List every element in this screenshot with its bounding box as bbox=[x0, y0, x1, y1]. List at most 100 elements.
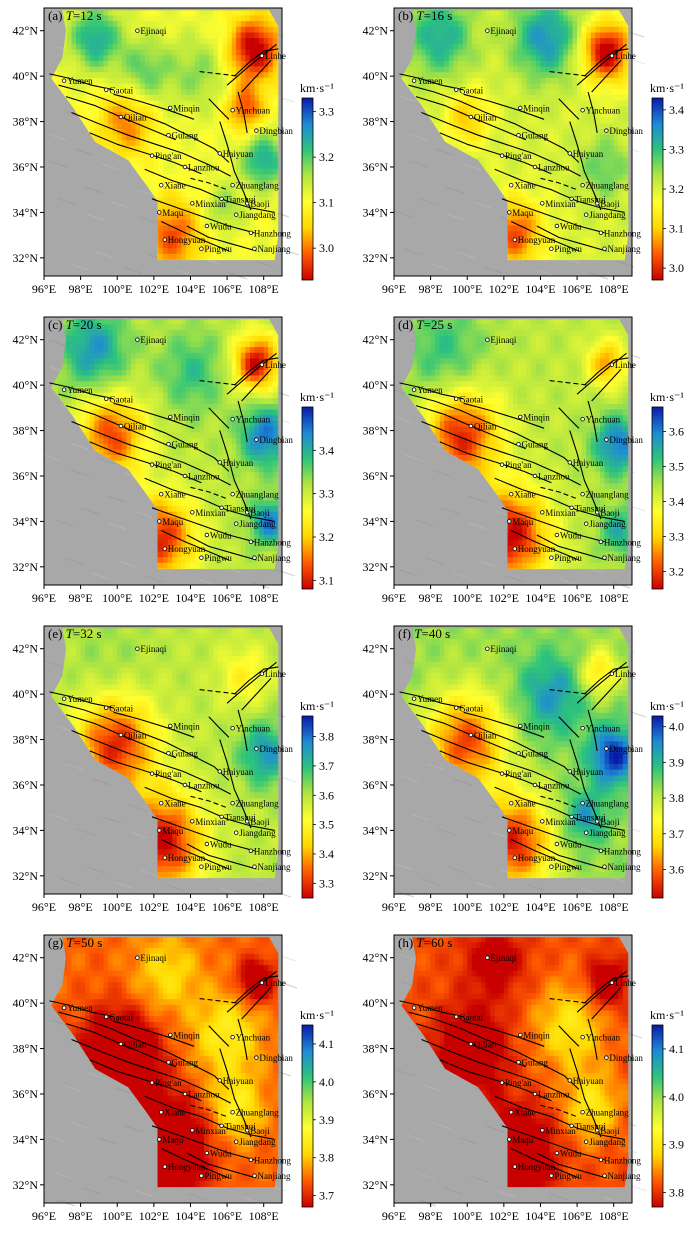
lon-tick-label: 106°E bbox=[562, 900, 592, 914]
lon-tick-label: 98°E bbox=[419, 591, 443, 605]
city-marker bbox=[103, 87, 109, 92]
city-label: Ping'an bbox=[155, 1078, 182, 1088]
lat-tick-label: 32°N bbox=[363, 560, 389, 574]
city-label: Zhuanglang bbox=[586, 490, 629, 500]
city-marker bbox=[230, 182, 235, 188]
city-marker bbox=[499, 1080, 505, 1085]
fault-line bbox=[399, 73, 464, 91]
city-marker bbox=[190, 1128, 195, 1133]
fault-line bbox=[219, 1048, 252, 1138]
fault-line bbox=[190, 177, 228, 191]
fault-line bbox=[234, 357, 279, 386]
city-marker bbox=[61, 1005, 67, 1010]
city-label: Minqin bbox=[523, 103, 550, 113]
colorbar-tick-label: 3.7 bbox=[669, 827, 684, 841]
city-marker bbox=[233, 830, 239, 835]
panel-title: (f) T=40 s bbox=[398, 626, 450, 641]
city-label: Minqin bbox=[523, 412, 550, 422]
lat-tick-label: 42°N bbox=[13, 24, 39, 38]
fault-line bbox=[591, 986, 622, 1020]
city-label: Yinchuan bbox=[236, 415, 271, 425]
lat-tick-label: 36°N bbox=[13, 160, 39, 174]
lon-tick-label: 96°E bbox=[32, 282, 56, 296]
lon-tick-label: 108°E bbox=[249, 591, 279, 605]
colorbar-tick-label: 3.3 bbox=[319, 105, 334, 119]
city-label: Hanzhong bbox=[604, 228, 641, 238]
city-marker bbox=[485, 646, 490, 651]
colorbar-tick-label: 3.1 bbox=[669, 222, 684, 236]
fault-line bbox=[576, 970, 627, 1013]
colorbar-unit: km·s⁻¹ bbox=[650, 1008, 684, 1022]
city-label: Minxian bbox=[195, 508, 226, 518]
lon-tick-label: 102°E bbox=[139, 1209, 169, 1223]
fault-line bbox=[113, 402, 195, 429]
city-label: Dingbian bbox=[259, 1053, 293, 1063]
city-marker bbox=[162, 237, 167, 242]
city-marker bbox=[507, 519, 512, 524]
city-marker bbox=[602, 555, 607, 560]
city-marker bbox=[118, 114, 124, 120]
fault-line bbox=[151, 816, 255, 852]
city-label: Haiyuan bbox=[573, 149, 604, 159]
lat-tick-label: 36°N bbox=[13, 469, 39, 483]
city-marker bbox=[168, 723, 173, 729]
lat-tick-label: 36°N bbox=[13, 778, 39, 792]
city-marker bbox=[554, 1150, 560, 1156]
city-marker bbox=[254, 128, 259, 133]
fault-line bbox=[494, 1095, 625, 1140]
city-marker bbox=[540, 510, 545, 515]
panel-title: (a) T=12 s bbox=[48, 8, 102, 23]
city-marker bbox=[602, 246, 607, 251]
lon-tick-label: 96°E bbox=[382, 1209, 406, 1223]
lat-tick-label: 40°N bbox=[13, 996, 39, 1010]
city-marker bbox=[190, 201, 195, 206]
city-label: Yinchuan bbox=[236, 106, 271, 116]
city-marker bbox=[103, 1014, 109, 1019]
city-marker bbox=[135, 955, 140, 960]
map-frame bbox=[393, 934, 633, 1204]
city-marker bbox=[204, 1150, 210, 1156]
fault-line bbox=[558, 1025, 580, 1047]
fault-line bbox=[549, 380, 589, 386]
city-label: Gaotai bbox=[109, 394, 133, 404]
city-label: Ejinaqi bbox=[140, 26, 166, 36]
colorbar bbox=[651, 1024, 664, 1208]
lat-tick-label: 40°N bbox=[363, 378, 389, 392]
lon-tick-label: 106°E bbox=[212, 282, 242, 296]
city-marker bbox=[580, 416, 585, 422]
colorbar-tick-label: 3.4 bbox=[319, 443, 334, 457]
city-label: Haiyuan bbox=[573, 1076, 604, 1086]
lon-tick-label: 96°E bbox=[32, 1209, 56, 1223]
city-label: Ping'an bbox=[505, 460, 532, 470]
city-marker bbox=[516, 132, 521, 138]
fault-line bbox=[199, 71, 239, 77]
city-label: Dingbian bbox=[259, 744, 293, 754]
city-marker bbox=[259, 980, 265, 985]
lon-tick-label: 100°E bbox=[102, 900, 132, 914]
city-marker bbox=[453, 396, 459, 401]
colorbar bbox=[301, 406, 314, 590]
city-label: Pingwu bbox=[204, 553, 232, 563]
fault-line bbox=[494, 786, 625, 831]
city-marker bbox=[252, 864, 257, 869]
city-marker bbox=[580, 491, 585, 497]
city-label: Jiangdang bbox=[589, 519, 626, 529]
fault-line bbox=[219, 430, 252, 520]
fault-line bbox=[569, 121, 602, 211]
lon-tick-label: 98°E bbox=[69, 1209, 93, 1223]
fault-line bbox=[71, 420, 231, 486]
city-marker bbox=[507, 828, 512, 833]
fault-line bbox=[160, 530, 230, 561]
city-label: Qilian bbox=[124, 1040, 147, 1050]
fault-line bbox=[58, 393, 230, 472]
city-label: Hanzhong bbox=[254, 228, 291, 238]
fault-line bbox=[49, 1000, 114, 1018]
lat-tick-label: 40°N bbox=[13, 378, 39, 392]
city-marker bbox=[468, 1041, 474, 1047]
city-marker bbox=[411, 78, 417, 83]
fault-line bbox=[219, 121, 252, 211]
city-marker bbox=[518, 105, 523, 111]
city-marker bbox=[103, 705, 109, 710]
city-label: Dingbian bbox=[609, 744, 643, 754]
city-label: Lanzhou bbox=[188, 163, 220, 173]
